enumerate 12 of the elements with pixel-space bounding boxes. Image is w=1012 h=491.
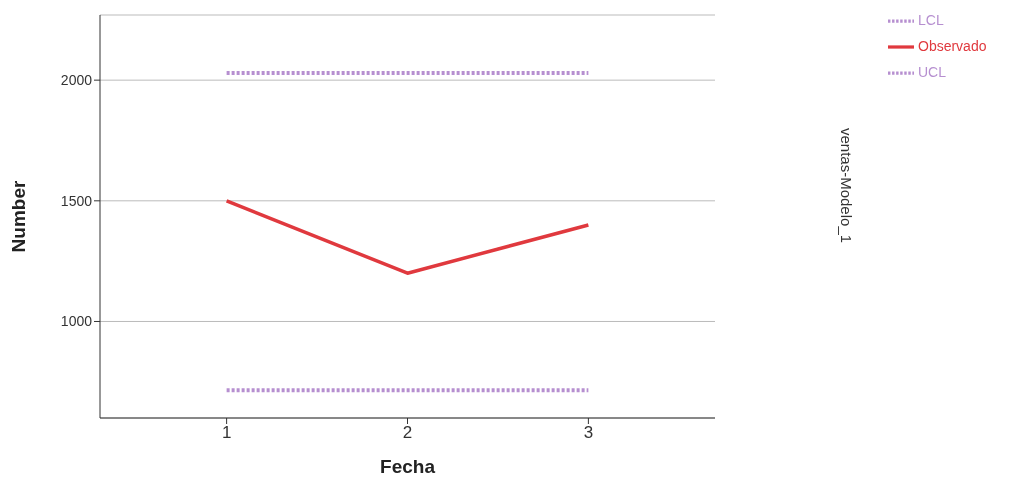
x-axis-title: Fecha — [380, 456, 436, 477]
legend-label: UCL — [918, 63, 947, 80]
y-axis-title: Number — [7, 180, 29, 253]
x-tick-label: 3 — [583, 423, 594, 443]
y-tick-label: 2000 — [60, 72, 93, 89]
x-tick-label: 1 — [221, 423, 232, 443]
y-tick-label: 1000 — [60, 313, 93, 330]
legend-label: Observado — [918, 37, 987, 54]
legend-label: LCL — [918, 11, 944, 28]
x-tick-label: 2 — [402, 423, 413, 443]
text: ventas-Modelo_1 — [838, 128, 855, 244]
y-tick-label: 1500 — [60, 192, 93, 209]
